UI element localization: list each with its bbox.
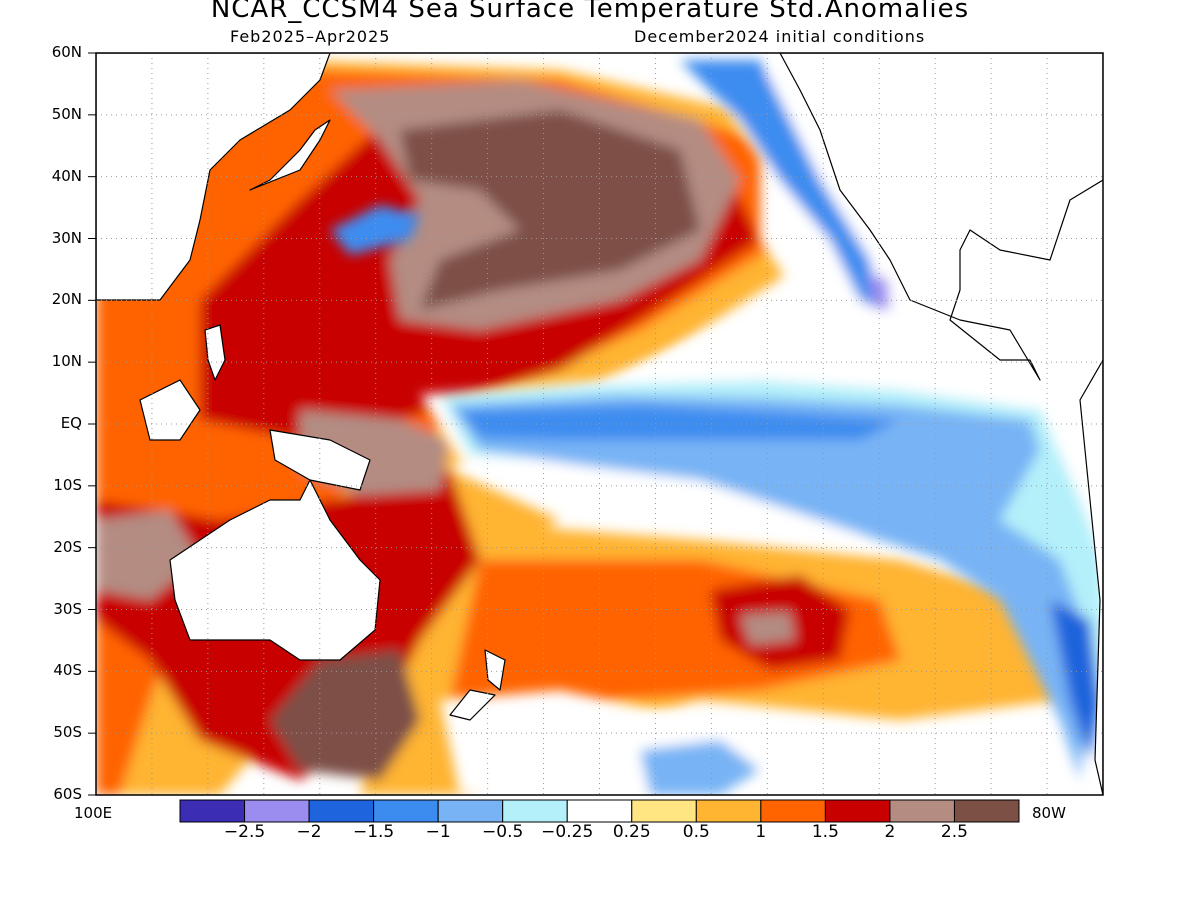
north-america: [779, 53, 1103, 381]
japan: [249, 119, 331, 191]
anomaly-region-south-lightblue: [640, 740, 760, 795]
colorbar-tick-label: 0.25: [612, 822, 651, 842]
philippines: [204, 324, 226, 381]
lat-label: 10S: [53, 475, 82, 494]
lon-label-east: 80W: [1032, 804, 1066, 822]
lat-label: 50N: [51, 104, 82, 123]
lat-label: 50S: [53, 723, 82, 742]
gridlines: [96, 53, 1103, 795]
anomaly-region-tasman-brown: [270, 650, 420, 780]
new-guinea: [269, 429, 371, 491]
anomaly-field: [96, 60, 1060, 795]
lat-label: 20S: [53, 537, 82, 556]
colorbar-tick-label: 0.5: [682, 822, 710, 842]
anomaly-region-peru-blue: [1050, 600, 1100, 760]
anomaly-region-kuroshio-blue: [330, 205, 420, 255]
landmasses: [96, 53, 1103, 795]
cold-anomalies: [330, 60, 1103, 795]
lat-label: 60N: [51, 43, 82, 61]
colorbar-tick-label: 2.5: [940, 822, 968, 842]
colorbar-tick-label: −0.25: [541, 822, 594, 842]
map-title: NCAR_CCSM4 Sea Surface Temperature Std.A…: [210, 0, 970, 24]
forecast-period: Feb2025–Apr2025: [230, 27, 391, 46]
colorbar-tick-label: −1.5: [352, 822, 395, 842]
lat-label: 60S: [53, 785, 82, 803]
colorbar-tick-label: 2: [884, 822, 896, 842]
anomaly-region-equatorial-lightblue: [450, 395, 1090, 780]
south-america: [1079, 359, 1103, 795]
anomaly-region-baja-purple: [868, 272, 890, 310]
colorbar-tick-label: 1: [755, 822, 767, 842]
new-zealand-south: [449, 689, 496, 721]
lat-label: EQ: [60, 414, 82, 432]
australia: [169, 479, 381, 661]
anomaly-region-equatorial-blue: [460, 405, 900, 440]
borneo: [139, 379, 201, 441]
colorbar-tick-label: −1: [425, 822, 451, 842]
lon-label-west: 100E: [74, 804, 113, 822]
colorbar-tick-label: −0.5: [482, 822, 524, 842]
lat-ticks: [88, 52, 96, 796]
colorbar-tick-label: −2: [296, 822, 322, 842]
lat-label: 40S: [53, 661, 82, 680]
colorbar-tick-label: 1.5: [811, 822, 839, 842]
lat-label: 20N: [51, 290, 82, 309]
lat-label: 30S: [53, 599, 82, 618]
initial-conditions: December2024 initial conditions: [634, 27, 926, 46]
lat-label: 40N: [51, 166, 82, 185]
colorbar-tick-label: −2.5: [223, 822, 266, 842]
anomaly-region-north-brown: [400, 110, 700, 310]
new-zealand-north: [484, 649, 506, 691]
lat-label: 30N: [51, 228, 82, 247]
lat-label: 10N: [51, 352, 82, 371]
anomaly-region-california-blue: [680, 60, 880, 310]
